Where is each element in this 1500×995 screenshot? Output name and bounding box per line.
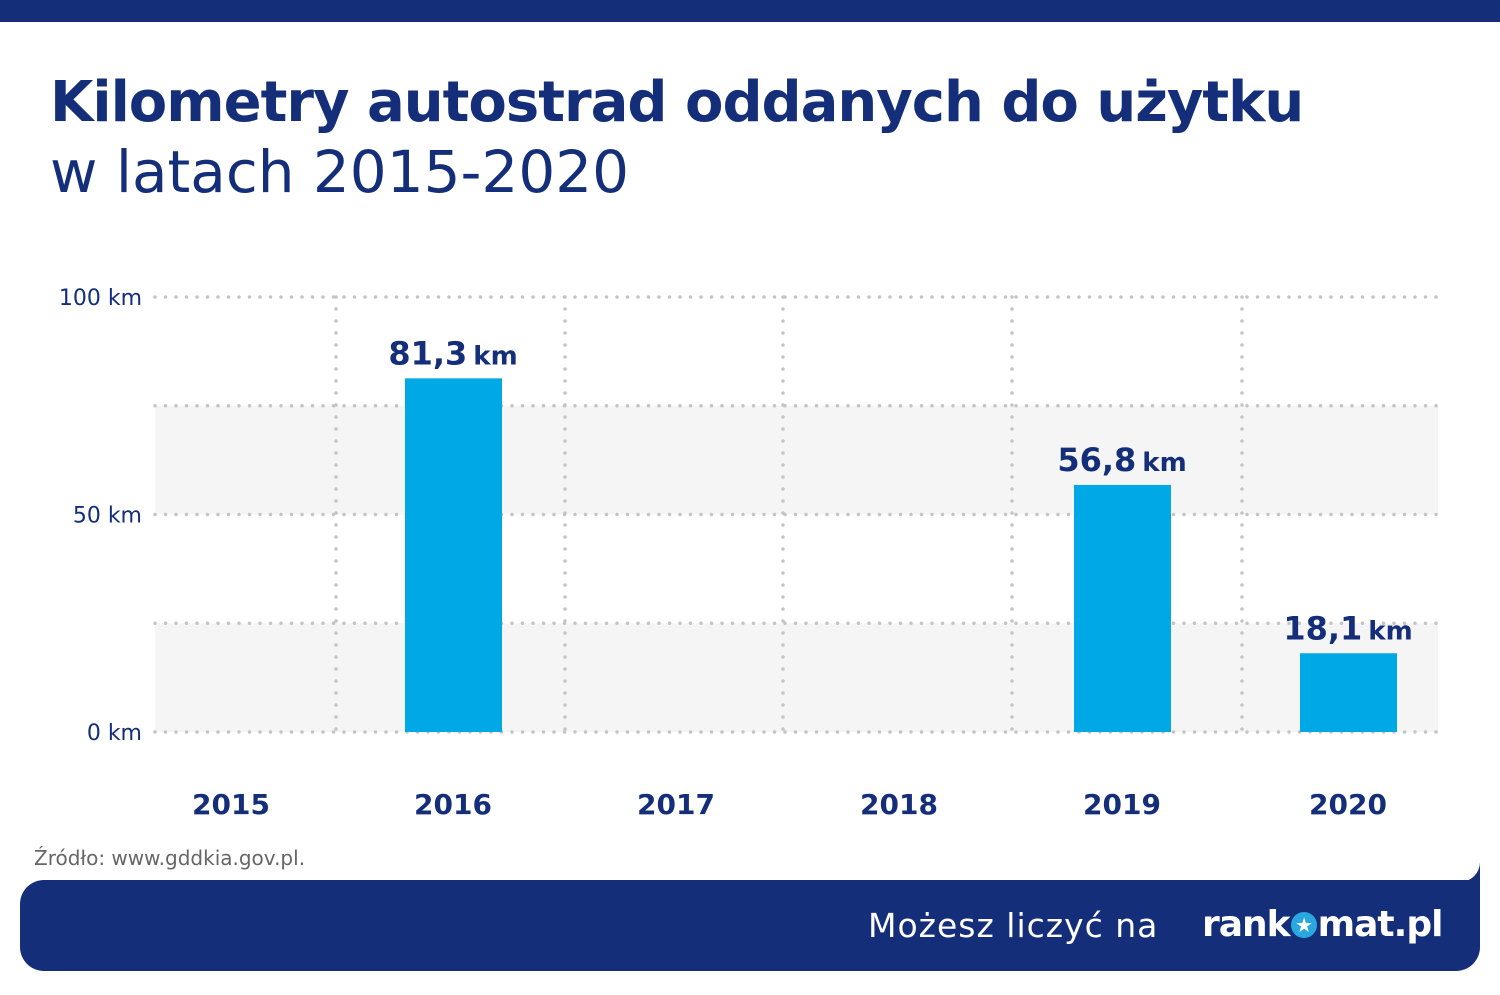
data-label-2020: 18,1 km [1283, 609, 1412, 647]
rankomat-logo[interactable]: rank ★ mat.pl [1202, 904, 1444, 945]
bar-2020 [1300, 653, 1397, 732]
data-label-2019: 56,8 km [1057, 441, 1186, 479]
data-label-2016: 81,3 km [388, 334, 517, 372]
logo-text-right: mat.pl [1317, 904, 1444, 945]
footer-banner [20, 880, 1480, 971]
x-tick-label-2017: 2017 [637, 788, 715, 821]
data-label-unit: km [473, 341, 517, 371]
data-label-value: 56,8 [1057, 441, 1136, 479]
x-tick-label-2018: 2018 [860, 788, 938, 821]
footer-notch [1440, 862, 1480, 882]
bar-2019 [1074, 484, 1171, 732]
data-label-value: 18,1 [1283, 609, 1362, 647]
chart-title: Kilometry autostrad oddanych do użytku [50, 70, 1304, 135]
top-bar [0, 0, 1500, 22]
data-label-value: 81,3 [388, 334, 467, 372]
source-note: Źródło: www.gddkia.gov.pl. [34, 846, 306, 870]
bar-2016 [405, 378, 502, 732]
y-tick-label: 50 km [73, 504, 142, 529]
grid-band [155, 623, 1438, 732]
logo-text-left: rank [1202, 904, 1291, 945]
x-tick-label-2020: 2020 [1309, 788, 1387, 821]
y-tick-label: 100 km [59, 286, 142, 311]
chart-subtitle: w latach 2015-2020 [50, 138, 630, 206]
grid-band [155, 405, 1438, 515]
data-label-unit: km [1368, 616, 1412, 646]
x-tick-label-2019: 2019 [1083, 788, 1161, 821]
star-icon: ★ [1290, 911, 1317, 938]
y-tick-label: 0 km [87, 721, 142, 746]
x-tick-label-2016: 2016 [414, 788, 492, 821]
footer-tagline: Możesz liczyć na [868, 906, 1159, 945]
data-label-unit: km [1142, 448, 1186, 478]
x-tick-label-2015: 2015 [192, 788, 270, 821]
